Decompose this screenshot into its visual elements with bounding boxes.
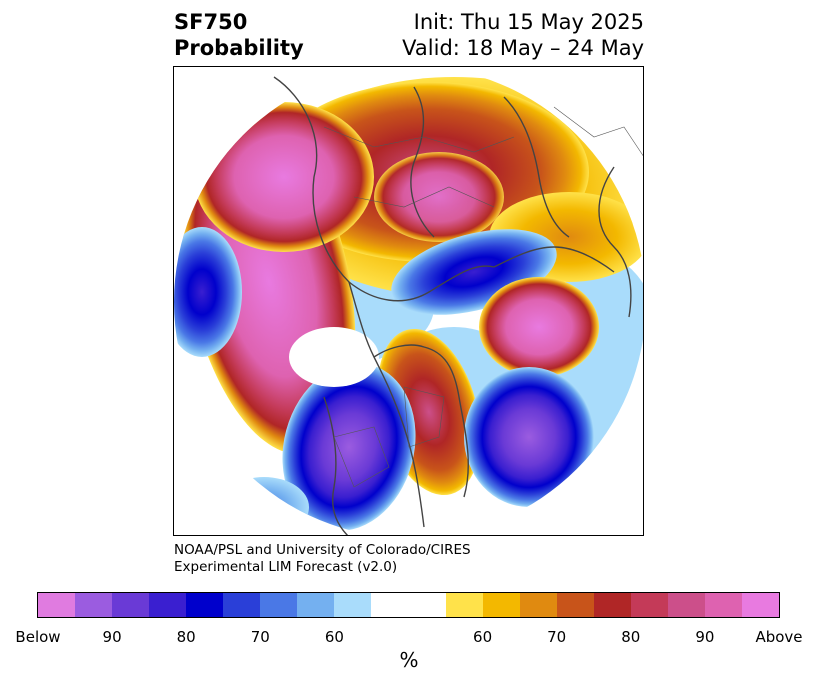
init-date: Init: Thu 15 May 2025 (413, 10, 644, 34)
anomaly-field (174, 67, 643, 535)
colorbar-segment (186, 593, 224, 617)
colorbar-segment (260, 593, 298, 617)
map-title: SF750 Probability (174, 9, 304, 61)
colorbar-tick-label: 90 (102, 628, 122, 646)
colorbar-unit: % (399, 648, 419, 672)
colorbar-segment (741, 593, 779, 617)
colorbar-segment (408, 593, 446, 617)
polar-map-svg (174, 67, 643, 535)
colorbar-segment (223, 593, 261, 617)
colorbar-tick-label: Below (15, 628, 61, 646)
colorbar-tick-label: 90 (695, 628, 715, 646)
colorbar-segment (593, 593, 631, 617)
colorbar-segment (149, 593, 187, 617)
title-type: Probability (174, 36, 304, 60)
credit-line-2: Experimental LIM Forecast (v2.0) (174, 559, 398, 575)
credit-line-1: NOAA/PSL and University of Colorado/CIRE… (174, 542, 471, 558)
colorbar-segment (556, 593, 594, 617)
colorbar-segment (630, 593, 668, 617)
colorbar-tick-label: Above (755, 628, 803, 646)
colorbar-segment (482, 593, 520, 617)
colorbar-tick-label: 80 (176, 628, 196, 646)
political-borders (323, 106, 643, 488)
colorbar-segment (445, 593, 483, 617)
title-variable: SF750 (174, 10, 248, 34)
credits: NOAA/PSL and University of Colorado/CIRE… (174, 542, 471, 576)
colorbar-segment (519, 593, 557, 617)
coastlines (273, 76, 632, 535)
colorbar-tick-label: 70 (547, 628, 567, 646)
colorbar-tick-label: 60 (473, 628, 493, 646)
colorbar-tick-label: 60 (324, 628, 344, 646)
colorbar-tick-label: 80 (621, 628, 641, 646)
colorbar-segment (371, 593, 409, 617)
valid-dates: Valid: 18 May – 24 May (402, 36, 644, 60)
colorbar (37, 592, 780, 618)
colorbar-segment (334, 593, 372, 617)
map-dates: Init: Thu 15 May 2025 Valid: 18 May – 24… (402, 9, 644, 61)
colorbar-segment (112, 593, 150, 617)
colorbar-segment (38, 593, 76, 617)
forecast-map (173, 66, 644, 536)
colorbar-tick-label: 70 (250, 628, 270, 646)
colorbar-segment (297, 593, 335, 617)
colorbar-segment (75, 593, 113, 617)
colorbar-segment (704, 593, 742, 617)
colorbar-segment (667, 593, 705, 617)
